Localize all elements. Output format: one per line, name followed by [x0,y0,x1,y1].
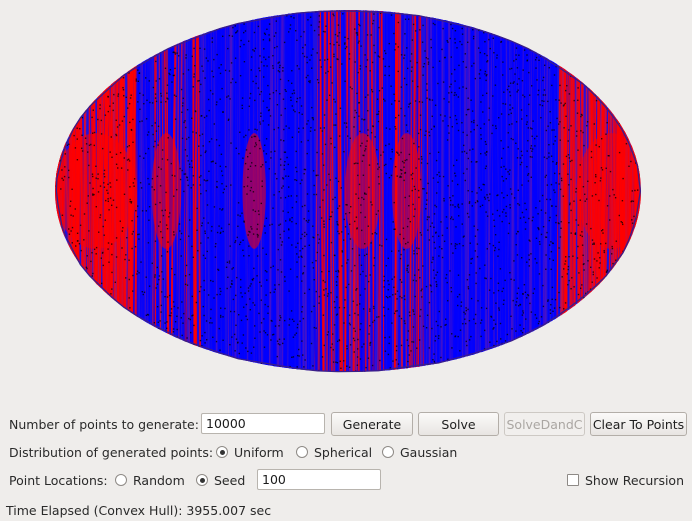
clear-to-points-button[interactable]: Clear To Points [590,412,687,436]
radio-uniform-label: Uniform [234,445,284,460]
red-band-3 [392,133,421,249]
status-text: Time Elapsed (Convex Hull): 3955.007 sec [6,503,271,518]
radio-gaussian-indicator[interactable] [382,446,394,458]
radio-spherical-label: Spherical [314,445,372,460]
num-points-label: Number of points to generate: [9,417,199,432]
recursion-lines [52,6,647,376]
solve-button[interactable]: Solve [418,412,499,436]
radio-random[interactable]: Random [115,473,185,488]
radio-seed[interactable]: Seed [196,473,245,488]
show-recursion-checkbox[interactable]: Show Recursion [567,473,684,488]
hull-drawing [0,0,692,408]
distribution-label: Distribution of generated points: [9,445,213,460]
radio-seed-indicator[interactable] [196,474,208,486]
radio-spherical-indicator[interactable] [296,446,308,458]
solve-dandc-button[interactable]: SolveDandC [504,412,585,436]
radio-spherical[interactable]: Spherical [296,445,372,460]
red-band-1 [577,133,647,249]
red-band-0 [55,133,137,249]
radio-uniform[interactable]: Uniform [216,445,284,460]
seed-input[interactable] [257,469,381,490]
generate-button[interactable]: Generate [331,412,413,436]
radio-seed-label: Seed [214,473,245,488]
locations-label: Point Locations: [9,473,108,488]
show-recursion-label: Show Recursion [585,473,684,488]
hull-canvas[interactable] [0,0,692,408]
red-band-2 [345,133,380,249]
radio-random-label: Random [133,473,185,488]
radio-gaussian[interactable]: Gaussian [382,445,457,460]
show-recursion-box[interactable] [567,474,579,486]
radio-uniform-indicator[interactable] [216,446,228,458]
red-band-4 [152,133,181,249]
radio-random-indicator[interactable] [115,474,127,486]
radio-gaussian-label: Gaussian [400,445,457,460]
num-points-input[interactable] [201,413,325,434]
